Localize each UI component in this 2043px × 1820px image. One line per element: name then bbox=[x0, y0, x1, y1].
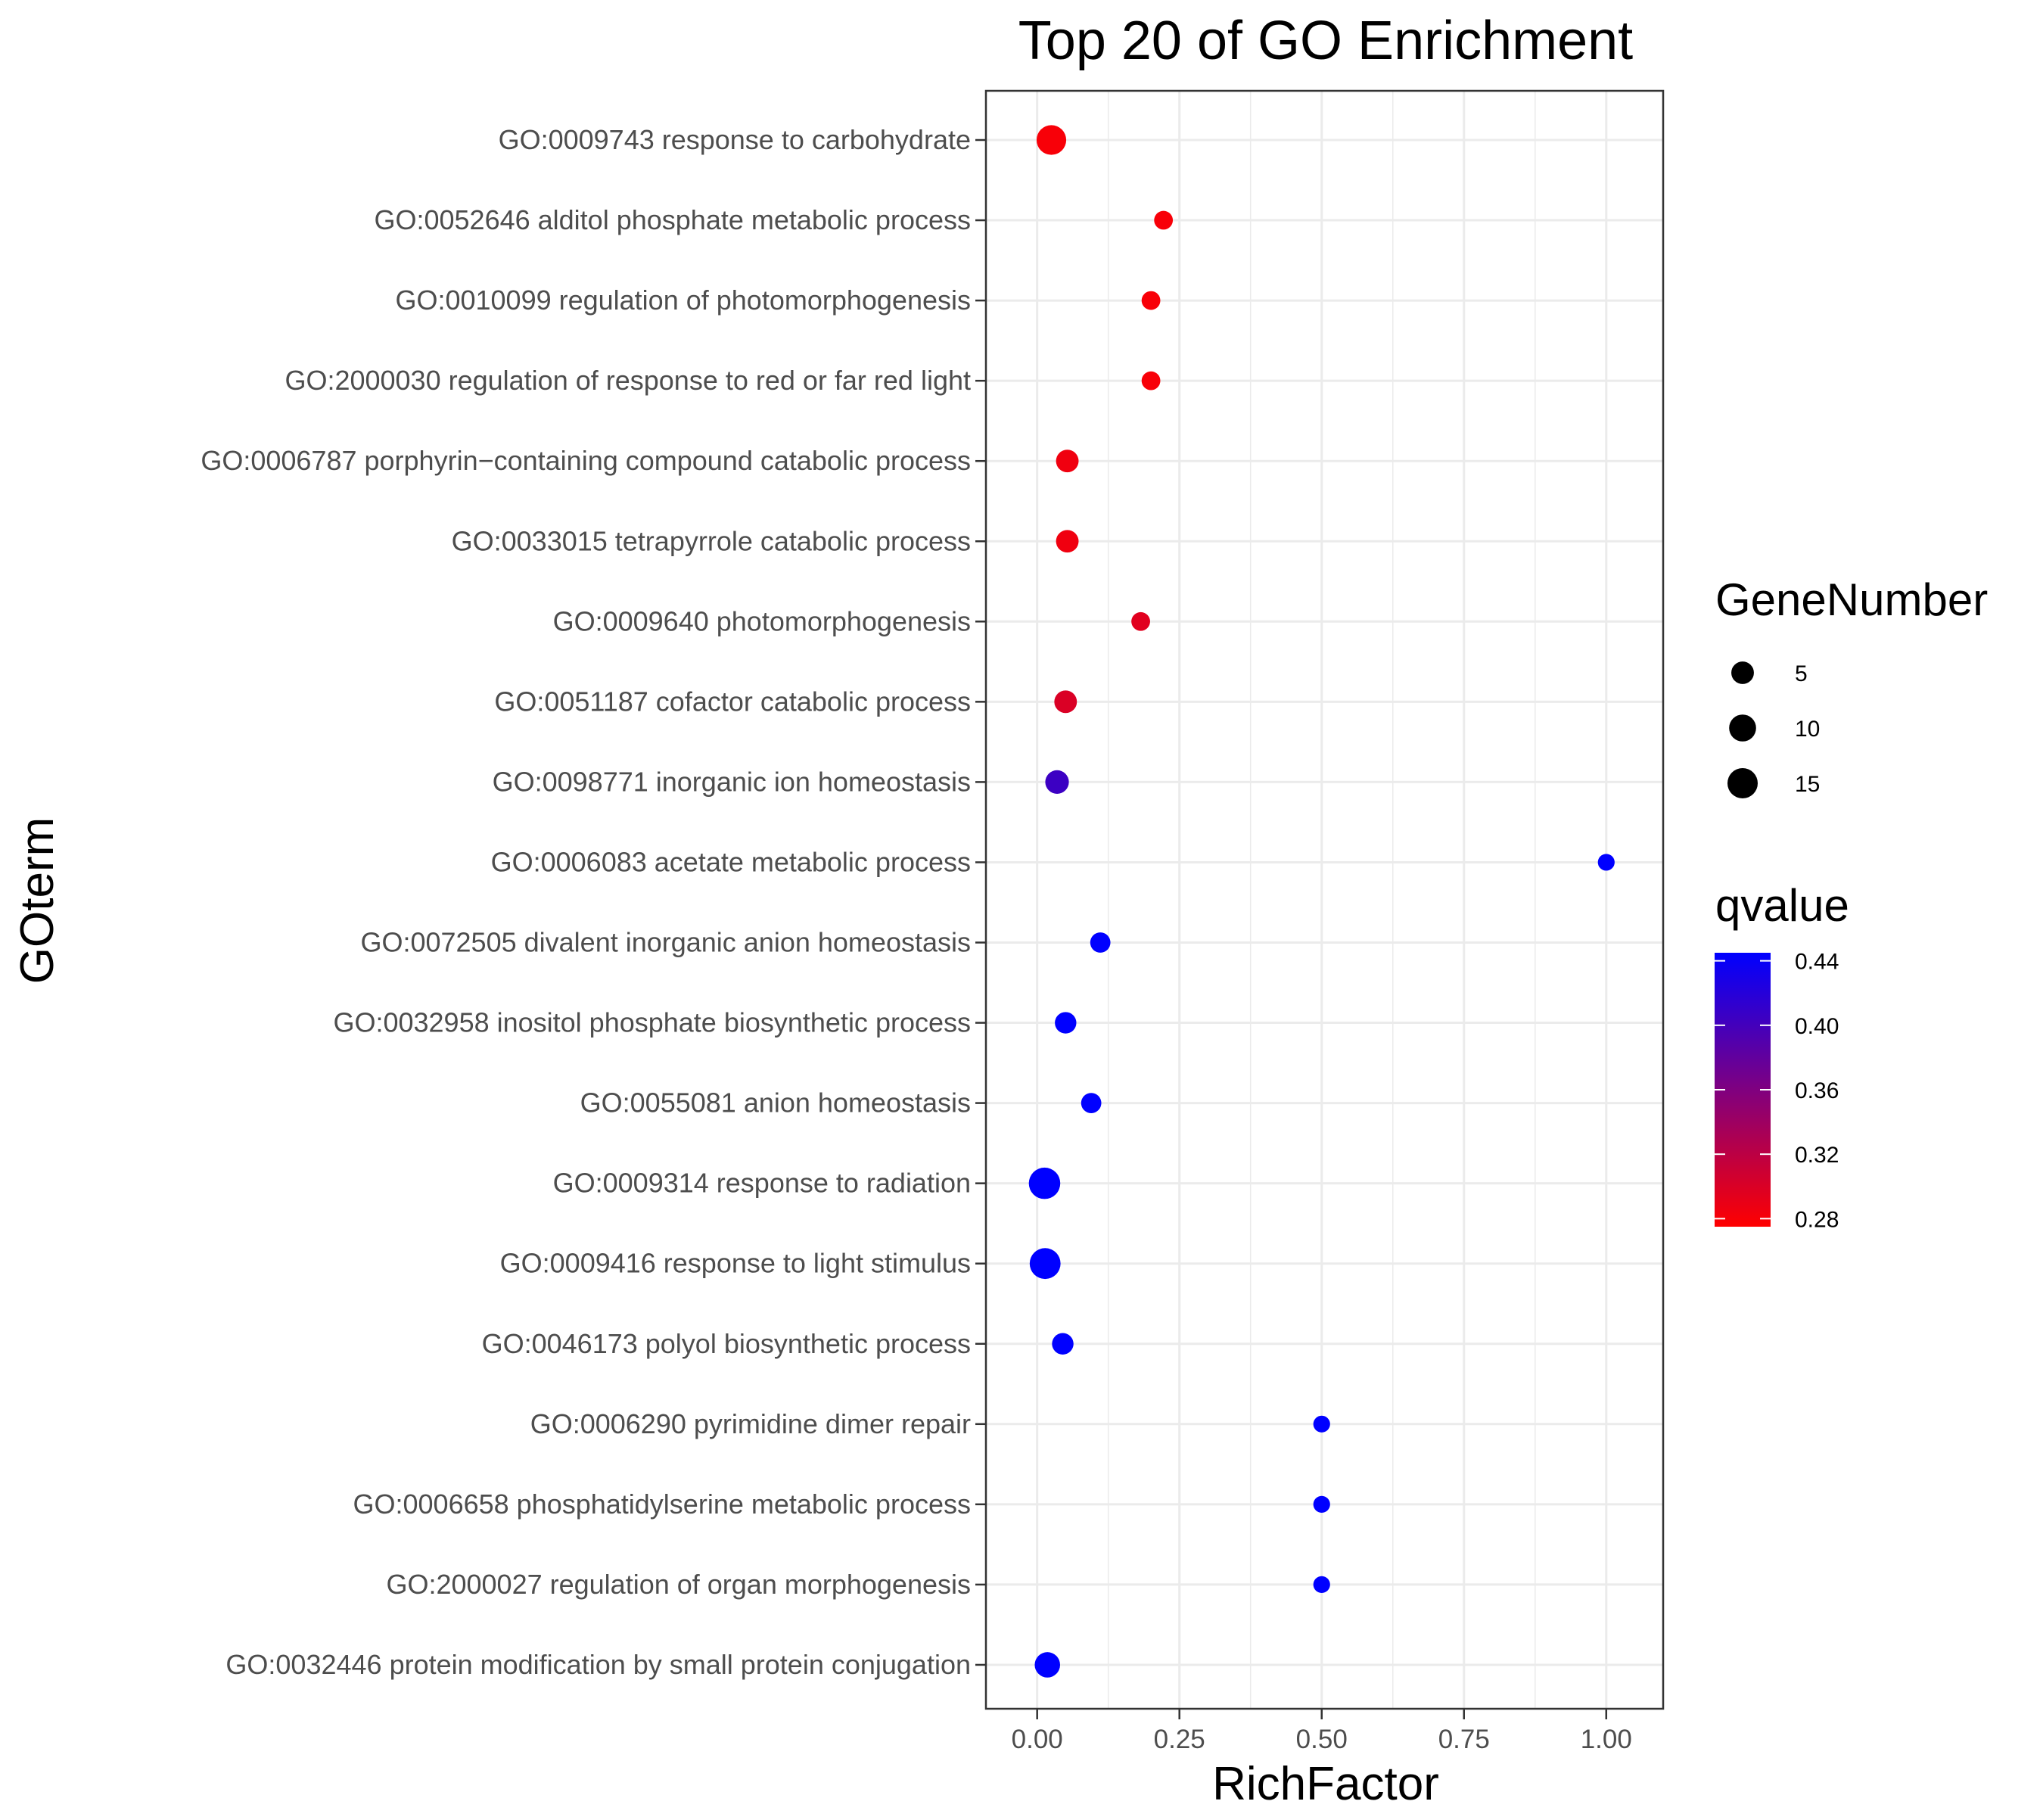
size-legend-title: GeneNumber bbox=[1715, 574, 1988, 625]
y-tick-label: GO:0009640 photomorphogenesis bbox=[553, 605, 971, 636]
data-point bbox=[1313, 1415, 1330, 1433]
data-point bbox=[1313, 1495, 1330, 1513]
y-tick-label: GO:0006083 acetate metabolic process bbox=[491, 846, 971, 877]
data-point bbox=[1036, 125, 1067, 155]
x-tick-label: 0.00 bbox=[1012, 1725, 1063, 1754]
x-tick-label: 1.00 bbox=[1581, 1725, 1632, 1754]
color-legend-label: 0.32 bbox=[1795, 1143, 1839, 1168]
y-tick-label: GO:0052646 alditol phosphate metabolic p… bbox=[374, 204, 971, 235]
size-legend-key bbox=[1729, 714, 1756, 742]
grid-lines bbox=[986, 91, 1663, 1709]
data-point bbox=[1034, 1652, 1060, 1678]
size-legend-label: 5 bbox=[1795, 661, 1808, 686]
y-tick-label: GO:0098771 inorganic ion homeostasis bbox=[493, 766, 971, 797]
y-tick-label: GO:0032958 inositol phosphate biosynthet… bbox=[333, 1007, 971, 1038]
data-point bbox=[1154, 210, 1174, 230]
data-point bbox=[1141, 371, 1161, 390]
color-legend-ticks: 0.28 0.32 0.36 0.40 0.44 bbox=[1715, 950, 1839, 1232]
data-point bbox=[1045, 770, 1069, 794]
data-point bbox=[1313, 1576, 1330, 1593]
legend: GeneNumber 5 10 15 qvalue 0.28 0.32 0.36 0.40… bbox=[1715, 574, 1988, 1232]
color-legend-label: 0.28 bbox=[1795, 1207, 1839, 1232]
x-tick-label: 0.50 bbox=[1296, 1725, 1348, 1754]
chart-title: Top 20 of GO Enrichment bbox=[1018, 11, 1633, 71]
y-tick-label: GO:0046173 polyol biosynthetic process bbox=[482, 1328, 971, 1359]
data-point bbox=[1052, 1333, 1074, 1355]
data-point bbox=[1029, 1248, 1061, 1280]
y-tick-label: GO:0051187 cofactor catabolic process bbox=[494, 686, 971, 717]
y-tick-label: GO:0006658 phosphatidylserine metabolic … bbox=[353, 1489, 972, 1520]
y-axis-title: GOterm bbox=[11, 817, 64, 984]
color-legend-label: 0.40 bbox=[1795, 1014, 1839, 1039]
y-tick-label: GO:0006290 pyrimidine dimer repair bbox=[530, 1408, 971, 1439]
y-axis-ticks: GO:0009743 response to carbohydrate GO:00… bbox=[201, 124, 986, 1680]
y-tick-label: GO:0009743 response to carbohydrate bbox=[499, 124, 971, 155]
data-point bbox=[1131, 611, 1150, 631]
color-legend-label: 0.36 bbox=[1795, 1078, 1839, 1103]
y-tick-label: GO:2000027 regulation of organ morphogen… bbox=[386, 1569, 971, 1600]
y-tick-label: GO:0010099 regulation of photomorphogene… bbox=[395, 285, 971, 316]
y-tick-label: GO:0032446 protein modification by small… bbox=[225, 1649, 971, 1680]
y-tick-label: GO:0055081 anion homeostasis bbox=[580, 1087, 971, 1118]
color-legend-label: 0.44 bbox=[1795, 950, 1839, 975]
data-points bbox=[1028, 125, 1615, 1678]
data-point bbox=[1054, 690, 1077, 714]
data-point bbox=[1028, 1167, 1061, 1199]
data-point bbox=[1055, 1012, 1077, 1034]
y-tick-label: GO:0006787 porphyrin−containing compound… bbox=[201, 445, 971, 476]
x-tick-label: 0.25 bbox=[1154, 1725, 1205, 1754]
plot-panel-border bbox=[984, 89, 1665, 1710]
size-legend-key bbox=[1727, 767, 1758, 799]
y-tick-label: GO:0072505 divalent inorganic anion home… bbox=[360, 927, 971, 958]
color-legend-title: qvalue bbox=[1715, 880, 1849, 931]
size-legend-label: 10 bbox=[1795, 717, 1820, 742]
x-axis-title: RichFactor bbox=[1212, 1758, 1439, 1810]
data-point bbox=[1056, 450, 1079, 473]
data-point bbox=[1597, 854, 1615, 871]
size-legend-key bbox=[1731, 661, 1754, 684]
size-legend-items: 5 10 15 bbox=[1727, 661, 1820, 799]
y-tick-label: GO:0009416 response to light stimulus bbox=[500, 1248, 971, 1279]
x-axis-ticks: 0.00 0.25 0.50 0.75 1.00 bbox=[1012, 1709, 1632, 1754]
y-tick-label: GO:0009314 response to radiation bbox=[553, 1168, 971, 1199]
y-tick-label: GO:0033015 tetrapyrrole catabolic proces… bbox=[452, 525, 971, 556]
data-point bbox=[1056, 530, 1079, 553]
y-tick-label: GO:2000030 regulation of response to red… bbox=[285, 365, 971, 396]
size-legend-label: 15 bbox=[1795, 772, 1820, 797]
data-point bbox=[1090, 932, 1111, 953]
x-tick-label: 0.75 bbox=[1438, 1725, 1490, 1754]
data-point bbox=[1081, 1093, 1102, 1113]
data-point bbox=[1141, 291, 1161, 310]
